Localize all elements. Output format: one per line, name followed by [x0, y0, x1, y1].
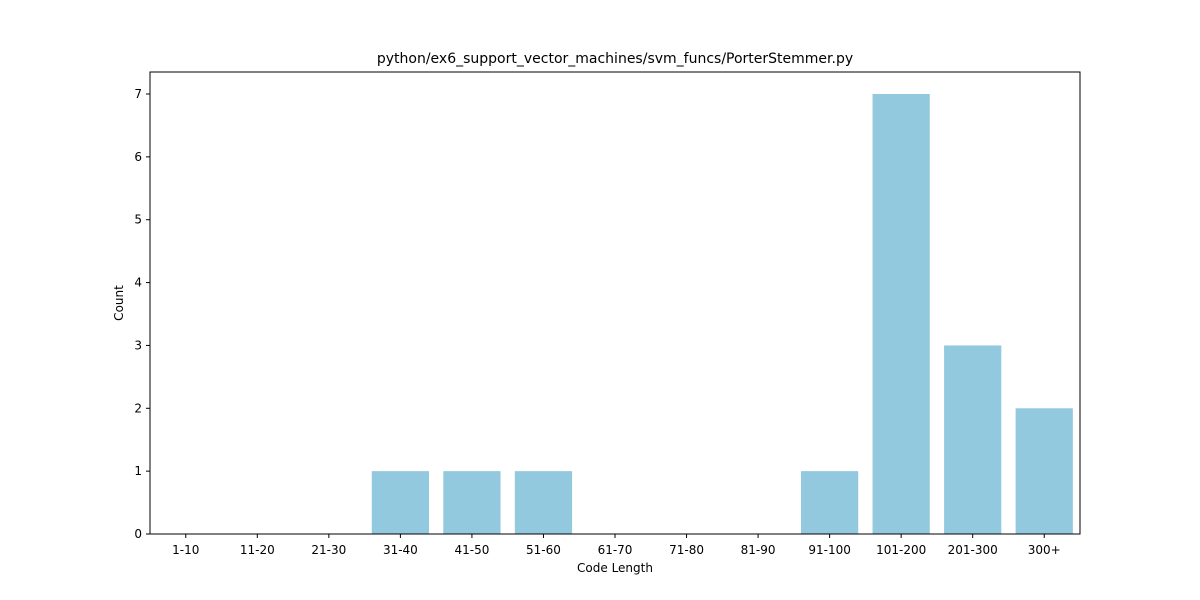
x-tick-label: 201-300	[948, 543, 998, 557]
bars-group	[371, 94, 1073, 534]
y-tick-label: 1	[134, 464, 142, 478]
x-tick-label: 71-80	[669, 543, 704, 557]
x-tick-label: 300+	[1028, 543, 1061, 557]
x-tick-label: 81-90	[741, 543, 776, 557]
bar-101-200	[872, 94, 930, 534]
x-axis-label: Code Length	[577, 561, 653, 575]
bar-41-50	[443, 471, 501, 534]
bar-31-40	[371, 471, 429, 534]
y-tick-label: 5	[134, 213, 142, 227]
chart-title: python/ex6_support_vector_machines/svm_f…	[377, 51, 853, 67]
x-tick-label: 11-20	[240, 543, 275, 557]
y-tick-label: 0	[134, 527, 142, 541]
y-tick-label: 2	[134, 401, 142, 415]
y-tick-label: 3	[134, 338, 142, 352]
bar-201-300	[944, 345, 1002, 534]
y-tick-label: 7	[134, 87, 142, 101]
x-axis: 1-10 11-20 21-30 31-40 41-50 51-60 61-70 71-80 8…	[172, 534, 1061, 557]
x-tick-label: 61-70	[598, 543, 633, 557]
bar-91-100	[801, 471, 859, 534]
x-tick-label: 51-60	[526, 543, 561, 557]
x-tick-label: 21-30	[311, 543, 346, 557]
x-tick-label: 91-100	[808, 543, 851, 557]
y-tick-label: 4	[134, 276, 142, 290]
x-tick-label: 31-40	[383, 543, 418, 557]
x-tick-label: 1-10	[172, 543, 199, 557]
x-tick-label: 41-50	[454, 543, 489, 557]
y-axis: 0 1 2 3 4 5 6 7	[134, 87, 150, 541]
x-tick-label: 101-200	[876, 543, 926, 557]
plot-frame	[149, 71, 1081, 535]
bar-51-60	[514, 471, 573, 534]
y-axis-label: Count	[112, 285, 126, 321]
bar-300+	[1015, 408, 1073, 534]
y-tick-label: 6	[134, 150, 142, 164]
